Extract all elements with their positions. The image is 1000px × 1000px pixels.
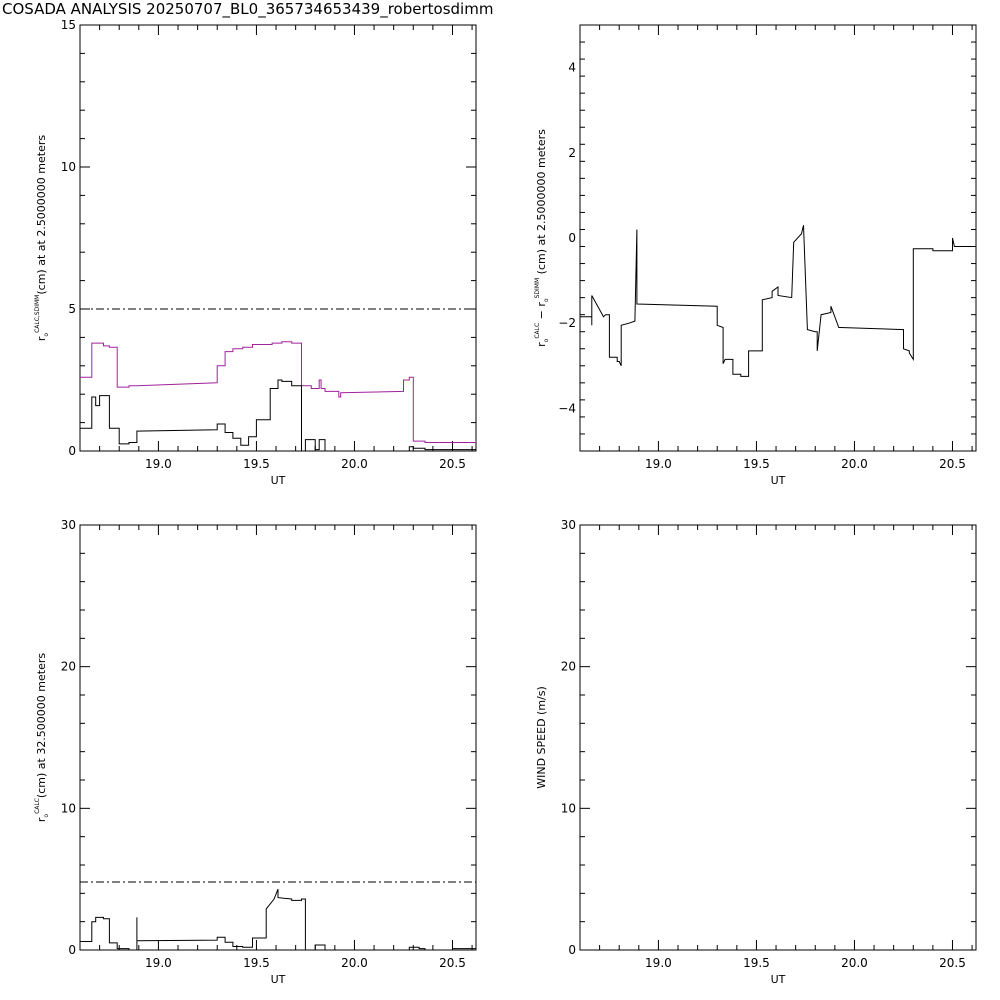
y-tick-label: 0	[568, 231, 576, 245]
x-tick-label: 20.5	[939, 457, 966, 471]
plot-frame	[579, 24, 977, 452]
y-tick-label: 10	[61, 801, 76, 815]
x-axis-label: UT	[771, 474, 786, 487]
series-line-0	[80, 888, 476, 950]
plot-frame	[79, 524, 477, 951]
x-tick-label: 19.5	[243, 956, 270, 970]
chart-tr: 19.0 19.5 20.0 20.5 UT −4 −2 0 2 4 roCALC − roSDIM…	[534, 24, 977, 487]
x-axis-label: UT	[271, 474, 286, 487]
y-axis-label: roCALC(cm) at 32.500000 meters	[34, 653, 50, 822]
y-tick-label: −4	[558, 401, 576, 415]
y-tick-label: 0	[68, 943, 76, 957]
y-axis-label: WIND SPEED (m/s)	[535, 686, 548, 789]
y-tick-label: 2	[568, 146, 576, 160]
chart-br: 19.0 19.5 20.0 20.5 UT 0 10 20 30 WIND SPEED (m/s…	[535, 518, 977, 986]
x-tick-label: 20.0	[341, 956, 368, 970]
x-tick-label: 20.0	[841, 956, 868, 970]
chart-bl: 19.0 19.5 20.0 20.5 UT 0 10 20 30 roCALC(cm) at 3…	[34, 518, 477, 986]
x-tick-label: 20.0	[841, 457, 868, 471]
chart-tl: 19.0 19.5 20.0 20.5 UT 0 5 10 15 roCALC,SDIMM(cm)…	[34, 18, 477, 487]
x-tick-label: 20.5	[439, 457, 466, 471]
page-title: COSADA ANALYSIS 20250707_BL0_36573465343…	[2, 0, 494, 18]
y-axis-label: roCALC,SDIMM(cm) at at 2.5000000 meters	[34, 135, 50, 342]
x-axis-label: UT	[771, 973, 786, 986]
series-line-1	[80, 379, 476, 451]
y-tick-label: −2	[558, 316, 576, 330]
x-tick-label: 19.0	[645, 457, 672, 471]
y-tick-label: 30	[561, 518, 576, 532]
x-tick-label: 19.0	[145, 457, 172, 471]
y-tick-label: 20	[61, 660, 76, 674]
plot-frame	[579, 524, 977, 951]
y-tick-label: 30	[61, 518, 76, 532]
y-tick-label: 10	[561, 801, 576, 815]
series-line-0	[580, 225, 976, 377]
y-tick-label: 20	[561, 660, 576, 674]
x-tick-label: 19.5	[743, 457, 770, 471]
x-tick-label: 19.0	[645, 956, 672, 970]
y-tick-label: 5	[68, 302, 76, 316]
plot-frame	[79, 24, 477, 452]
x-tick-label: 19.5	[743, 956, 770, 970]
y-tick-label: 0	[68, 444, 76, 458]
y-tick-label: 15	[61, 18, 76, 32]
y-axis-label: roCALC − roSDIMM (cm) at 2.5000000 meter…	[534, 129, 550, 347]
x-axis-label: UT	[271, 973, 286, 986]
x-tick-label: 20.0	[341, 457, 368, 471]
y-tick-label: 10	[61, 160, 76, 174]
x-tick-label: 20.5	[939, 956, 966, 970]
y-tick-label: 0	[568, 943, 576, 957]
x-tick-label: 19.5	[243, 457, 270, 471]
series-line-0	[80, 341, 476, 443]
x-tick-label: 20.5	[439, 956, 466, 970]
x-tick-label: 19.0	[145, 956, 172, 970]
y-tick-label: 4	[568, 61, 576, 75]
